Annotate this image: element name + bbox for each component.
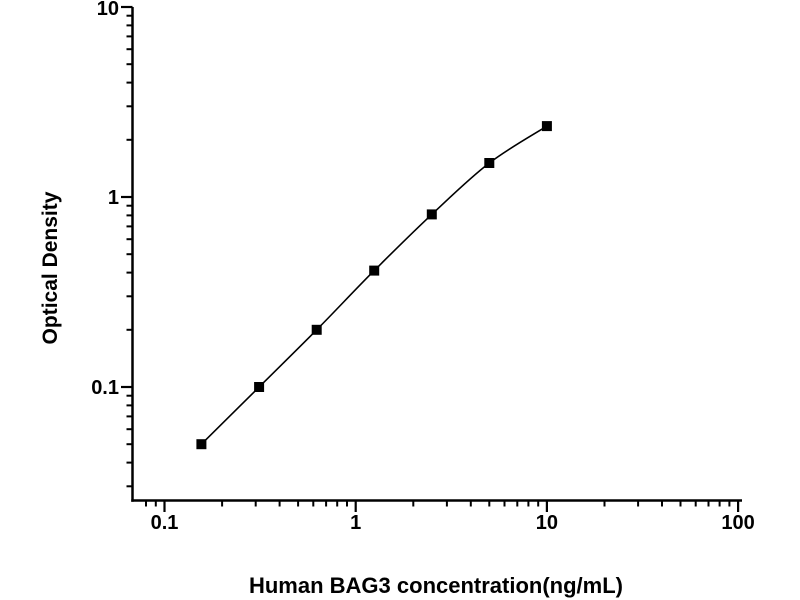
x-tick-label: 100: [721, 512, 754, 534]
data-point-marker: [484, 158, 495, 168]
y-tick-label: 1: [108, 187, 119, 209]
x-axis-title: Human BAG3 concentration(ng/mL): [249, 573, 623, 598]
standard-curve-line: [200, 125, 548, 445]
data-point-marker: [311, 324, 322, 335]
data-point-marker: [369, 265, 380, 276]
axes-layer: [131, 7, 742, 502]
y-axis-title: Optical Density: [39, 191, 62, 344]
data-point-marker: [541, 121, 552, 132]
data-point-marker: [426, 209, 437, 220]
y-tick-label: 10: [97, 0, 119, 20]
x-tick-label: 10: [536, 512, 558, 534]
ticks-layer: 0.1 1 10 100 0.1 1 10: [91, 0, 755, 534]
x-tick-label: 1: [350, 512, 361, 534]
data-point-marker: [196, 439, 207, 450]
data-point-marker: [254, 382, 265, 392]
series-layer: [196, 121, 552, 450]
x-tick-label: 0.1: [151, 512, 179, 534]
y-tick-label: 0.1: [91, 377, 119, 399]
